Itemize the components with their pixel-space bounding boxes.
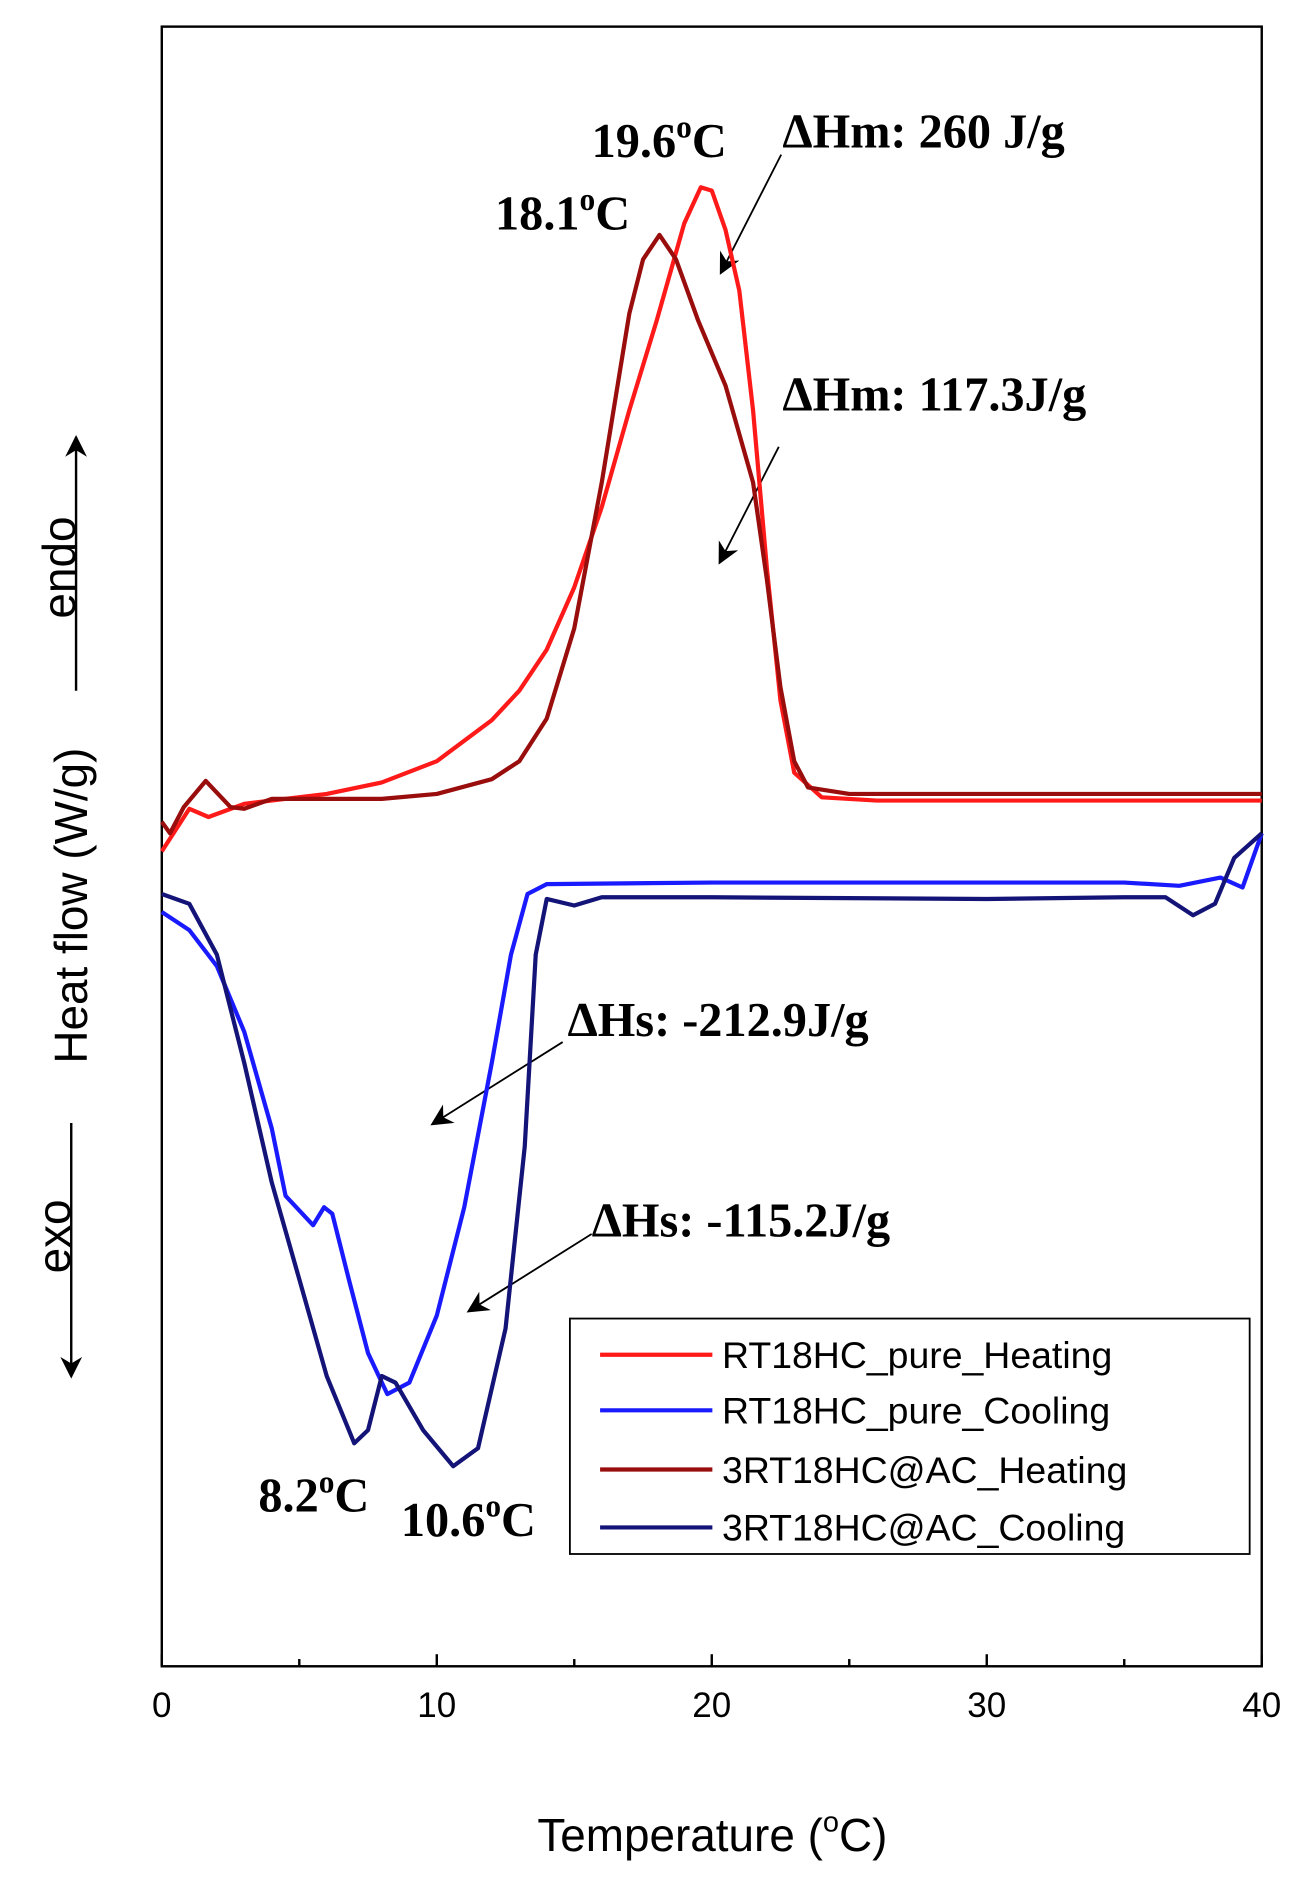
x-tick-label: 10 xyxy=(417,1686,456,1725)
annotation: 8.2oC xyxy=(258,1464,369,1522)
annotation-unit: C xyxy=(692,115,727,168)
annotation-sup: o xyxy=(580,182,596,217)
annotation-unit: C xyxy=(595,187,630,240)
annotation: ΔHm: 117.3J/g xyxy=(782,369,1086,422)
annotation: 19.6oC xyxy=(592,110,727,168)
x-tick-label: 40 xyxy=(1242,1686,1281,1725)
y-direction-arrows xyxy=(60,434,87,1379)
annotation-unit: C xyxy=(501,1494,536,1547)
annotation: ΔHs: -115.2J/g xyxy=(592,1194,891,1247)
x-label-text: C) xyxy=(839,1809,887,1861)
annotation-text: 10.6 xyxy=(401,1494,486,1547)
annotation-sup: o xyxy=(676,110,692,145)
x-tick-label: 30 xyxy=(967,1686,1006,1725)
annotation-arrows xyxy=(430,154,782,1313)
annotation-text: ΔHs: -212.9J/g xyxy=(567,994,868,1047)
series-line xyxy=(160,185,1262,853)
legend-label: 3RT18HC@AC_Heating xyxy=(722,1449,1127,1491)
y-axis-label: Heat flow (W/g) xyxy=(45,748,97,1064)
annotation: 18.1oC xyxy=(495,182,630,240)
series-line xyxy=(161,831,1264,1469)
annotation: ΔHm: 260 J/g xyxy=(782,105,1064,158)
x-axis-label: Temperature (oC) xyxy=(537,1807,887,1861)
x-tick-label: 20 xyxy=(692,1686,731,1725)
legend-label: 3RT18HC@AC_Cooling xyxy=(722,1507,1125,1549)
x-label-sup: o xyxy=(823,1807,839,1839)
annotation-text: 8.2 xyxy=(258,1470,318,1523)
series-line xyxy=(160,232,1262,836)
y-down-label: exo xyxy=(28,1199,80,1273)
annotation-text: ΔHs: -115.2J/g xyxy=(592,1194,891,1247)
x-label-text: Temperature ( xyxy=(537,1809,823,1861)
annotation-text: ΔHm: 260 J/g xyxy=(782,105,1064,158)
annotation-text: 19.6 xyxy=(592,115,677,168)
legend-label: RT18HC_pure_Cooling xyxy=(722,1390,1110,1432)
annotation-sup: o xyxy=(319,1464,335,1499)
annotation-unit: C xyxy=(334,1470,369,1523)
annotation: 10.6oC xyxy=(401,1489,536,1547)
annotation-sup: o xyxy=(485,1489,501,1524)
annotation-text: ΔHm: 117.3J/g xyxy=(782,369,1086,422)
annotation-text: 18.1 xyxy=(495,187,580,240)
x-tick-label: 0 xyxy=(152,1686,171,1725)
series-line xyxy=(160,832,1264,1397)
y-up-label: endo xyxy=(33,517,85,619)
annotation: ΔHs: -212.9J/g xyxy=(567,994,868,1047)
legend-box xyxy=(568,1317,1251,1555)
legend-label: RT18HC_pure_Heating xyxy=(722,1334,1112,1376)
